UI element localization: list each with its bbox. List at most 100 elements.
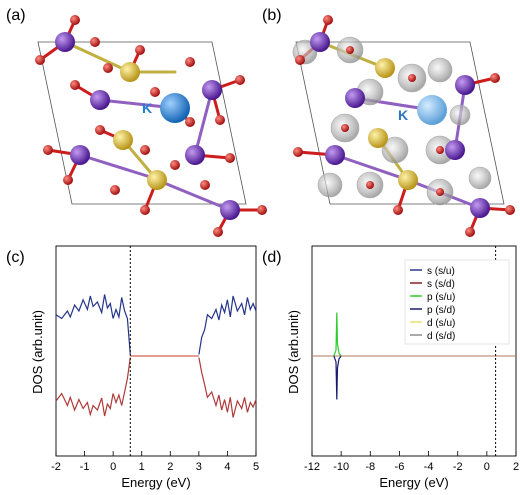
unit-cell-a (37, 41, 247, 205)
isosurface-blob (468, 166, 492, 190)
series-d (333, 312, 342, 400)
metal-atom (445, 140, 465, 160)
sulfur-atom (120, 62, 140, 82)
metal-atom (470, 198, 490, 218)
metal-atom (70, 145, 90, 165)
legend-entry: p (s/d) (427, 305, 455, 316)
sulfur-atoms-b (368, 58, 418, 190)
x-tick-label: -2 (453, 461, 463, 473)
oxygen-atom (225, 153, 235, 163)
potassium-label-b: K (398, 107, 408, 123)
panel-c-label: (c) (6, 249, 25, 266)
legend-d: s (s/u) s (s/d) p (s/u) p (s/d) d (s/u) d (s/… (404, 259, 510, 345)
oxygen-atom (43, 145, 53, 155)
isosurface-blob (381, 136, 409, 164)
x-ticks-d: -12 -10 -8 -6 -4 -2 0 2 (304, 451, 519, 473)
oxygen-atom (63, 175, 73, 185)
oxygen-atom (170, 160, 180, 170)
oxygen-atom (185, 57, 195, 67)
potassium-atom (160, 93, 190, 123)
metal-atom (90, 90, 110, 110)
panel-b-structure: (b) (262, 7, 515, 237)
oxygen-atom (140, 205, 150, 215)
unit-cell-b (295, 41, 505, 205)
x-tick-label: -6 (395, 461, 405, 473)
oxygen-atom (185, 117, 195, 127)
y-axis-label-d: DOS (arb.unit) (286, 310, 301, 394)
metal-atom (220, 200, 240, 220)
sulfur-atom (375, 58, 395, 78)
x-tick-label: 1 (139, 461, 145, 473)
y-axis-label-c: DOS (arb.unit) (30, 310, 45, 394)
sulfur-atom (398, 170, 418, 190)
x-tick-label: -12 (304, 461, 320, 473)
plot-frame-c (55, 245, 257, 457)
x-tick-label: -4 (424, 461, 434, 473)
oxygen-atoms-b (293, 15, 515, 237)
oxygen-atom (150, 87, 160, 97)
oxygen-atoms-a (35, 15, 267, 237)
sulfur-atom (368, 128, 388, 148)
metal-atom (325, 145, 345, 165)
oxygen-atom (436, 188, 444, 196)
x-tick-label: -8 (365, 461, 375, 473)
oxygen-atom (135, 45, 145, 55)
oxygen-atom (341, 124, 349, 132)
x-tick-label: 4 (224, 461, 230, 473)
oxygen-atom (257, 205, 267, 215)
legend-entry: d (s/d) (427, 331, 455, 342)
oxygen-atom (235, 75, 245, 85)
metal-atoms-a (55, 32, 240, 220)
metal-atom (55, 32, 75, 52)
oxygen-atom (215, 115, 225, 125)
panel-a-label: (a) (6, 7, 26, 24)
oxygen-atom (90, 37, 100, 47)
panel-c-chart: (c) -2 -1 0 1 2 3 4 5 Energy (eV) DOS (arb.unit… (6, 245, 259, 490)
x-tick-label: 0 (484, 461, 490, 473)
x-tick-label: -1 (80, 461, 90, 473)
plot-frame-d (311, 245, 517, 457)
series-c (55, 294, 257, 418)
isosurface-blob (449, 104, 471, 126)
oxygen-atom (465, 227, 475, 237)
oxygen-atom (408, 74, 416, 82)
oxygen-atom (200, 180, 210, 190)
legend-box (404, 259, 510, 345)
panel-a-structure: (a) (6, 7, 267, 237)
series-line (55, 294, 131, 355)
x-axis-label-c: Energy (eV) (121, 475, 190, 490)
sulfur-atom (147, 170, 167, 190)
metal-atoms-b (310, 32, 490, 218)
oxygen-atom (70, 15, 80, 25)
oxygen-atom (323, 15, 333, 25)
oxygen-atom (35, 55, 45, 65)
x-tick-label: -10 (333, 461, 349, 473)
panel-d-label: (d) (262, 249, 282, 266)
oxygen-atom (213, 227, 223, 237)
oxygen-atom (505, 205, 515, 215)
panel-b-label: (b) (262, 7, 282, 24)
series-line (333, 312, 342, 357)
oxygen-atom (393, 205, 403, 215)
oxygen-atom (70, 80, 80, 90)
series-line (198, 295, 257, 355)
legend-entry: d (s/u) (427, 318, 455, 329)
oxygen-atom (490, 73, 500, 83)
legend-entry: s (s/u) (427, 266, 455, 277)
sulfur-atom (113, 130, 133, 150)
metal-atom (185, 145, 205, 165)
potassium-atom (417, 95, 447, 125)
panel-d-chart: (d) -12 -10 -8 -6 -4 -2 0 2 s (s/u) s (s/d) p (s/… (262, 245, 519, 490)
x-axis-label-d: Energy (eV) (379, 475, 448, 490)
legend-entry: p (s/u) (427, 292, 455, 303)
oxygen-atom (95, 125, 105, 135)
x-tick-label: 5 (253, 461, 259, 473)
legend-entry: s (s/d) (427, 279, 455, 290)
metal-atom (202, 80, 222, 100)
isosurface-blob (317, 172, 343, 198)
x-tick-label: 2 (513, 461, 519, 473)
series-line (198, 357, 257, 418)
metal-atom (345, 88, 365, 108)
series-line (55, 357, 131, 417)
